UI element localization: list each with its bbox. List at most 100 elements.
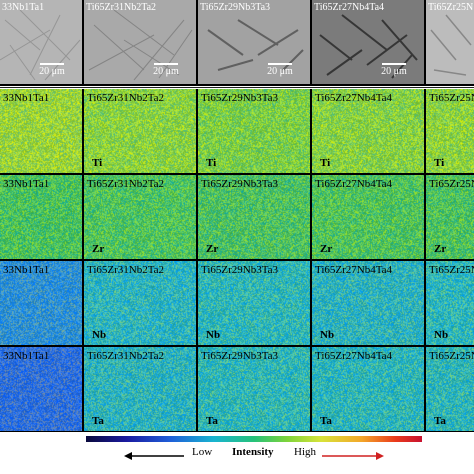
eds-map-nb: Ti65Zr29Nb3Ta3 Nb xyxy=(198,261,310,345)
eds-noise-texture xyxy=(198,347,310,431)
element-symbol: Ta xyxy=(206,415,218,427)
left-arrow-icon xyxy=(124,452,184,460)
scale-bar: 20 μm xyxy=(260,63,300,77)
eds-map-label: Ti65Zr25N xyxy=(429,92,474,104)
eds-noise-texture xyxy=(312,175,424,259)
eds-map-label: Ti65Zr31Nb2Ta2 xyxy=(87,350,165,362)
eds-map-label: Ti65Zr27Nb4Ta4 xyxy=(315,264,393,276)
sem-panel: Ti65Zr27Nb4Ta4 20 μm xyxy=(312,0,424,84)
scale-bar: 20 μm xyxy=(146,63,186,77)
eds-map-label: Ti65Zr25N xyxy=(429,178,474,190)
eds-noise-texture xyxy=(426,175,474,259)
eds-map-label: Ti65Zr27Nb4Ta4 xyxy=(315,178,393,190)
sem-texture xyxy=(312,0,424,84)
eds-noise-texture xyxy=(312,89,424,173)
eds-noise-texture xyxy=(84,347,196,431)
sem-label: Ti65Zr29Nb3Ta3 xyxy=(200,2,271,13)
eds-map-zr: Ti65Zr29Nb3Ta3 Zr xyxy=(198,175,310,259)
eds-map-ti: 33Nb1Ta1 xyxy=(0,89,82,173)
element-symbol: Nb xyxy=(320,329,335,341)
sem-label: 33Nb1Ta1 xyxy=(2,2,45,13)
eds-map-label: Ti65Zr29Nb3Ta3 xyxy=(201,178,279,190)
eds-map-ta: 33Nb1Ta1 xyxy=(0,347,82,431)
sem-panel: Ti65Zr25N xyxy=(426,0,474,84)
eds-map-label: Ti65Zr31Nb2Ta2 xyxy=(87,264,165,276)
sem-image-strip: 33Nb1Ta1 20 μm Ti65Zr31Nb2Ta2 20 μm xyxy=(0,0,474,86)
section-divider xyxy=(0,86,474,89)
eds-map-zr: Ti65Zr31Nb2Ta2 Zr xyxy=(84,175,196,259)
eds-map-nb: 33Nb1Ta1 xyxy=(0,261,82,345)
eds-map-label: 33Nb1Ta1 xyxy=(3,92,50,104)
element-symbol: Ta xyxy=(92,415,104,427)
eds-noise-texture xyxy=(198,175,310,259)
right-arrow-icon xyxy=(322,452,384,460)
sem-label: Ti65Zr31Nb2Ta2 xyxy=(86,2,157,13)
eds-map-label: Ti65Zr29Nb3Ta3 xyxy=(201,264,279,276)
eds-noise-texture xyxy=(312,261,424,345)
eds-map-label: 33Nb1Ta1 xyxy=(3,178,50,190)
intensity-label: Intensity xyxy=(232,446,274,458)
sem-label: Ti65Zr27Nb4Ta4 xyxy=(314,2,385,13)
element-symbol: Ta xyxy=(434,415,446,427)
eds-map-label: Ti65Zr31Nb2Ta2 xyxy=(87,92,165,104)
intensity-legend: Low Intensity High xyxy=(0,446,474,464)
scale-bar: 20 μm xyxy=(32,63,72,77)
eds-map-label: Ti65Zr25N xyxy=(429,264,474,276)
eds-map-label: Ti65Zr31Nb2Ta2 xyxy=(87,178,165,190)
eds-map-label: Ti65Zr27Nb4Ta4 xyxy=(315,350,393,362)
eds-map-ta: Ti65Zr31Nb2Ta2 Ta xyxy=(84,347,196,431)
element-symbol: Ti xyxy=(320,157,331,169)
element-symbol: Zr xyxy=(206,243,219,255)
eds-map-nb: Ti65Zr31Nb2Ta2 Nb xyxy=(84,261,196,345)
sem-panel: 33Nb1Ta1 20 μm xyxy=(0,0,82,84)
eds-map-ta: Ti65Zr25N Ta xyxy=(426,347,474,431)
sem-texture xyxy=(84,0,196,84)
eds-map-grid: 33Nb1Ta1 Ti65Zr31Nb2Ta2 Ti Ti65Zr29Nb3Ta3 Ti… xyxy=(0,89,474,432)
eds-map-label: Ti65Zr25N xyxy=(429,350,474,362)
eds-noise-texture xyxy=(426,261,474,345)
eds-noise-texture xyxy=(426,347,474,431)
eds-noise-texture xyxy=(0,347,82,431)
eds-noise-texture xyxy=(312,347,424,431)
low-label: Low xyxy=(192,446,213,458)
eds-map-ti: Ti65Zr27Nb4Ta4 Ti xyxy=(312,89,424,173)
sem-texture xyxy=(198,0,310,84)
element-symbol: Zr xyxy=(434,243,447,255)
high-label: High xyxy=(294,446,316,458)
intensity-colorbar xyxy=(86,436,422,442)
eds-map-label: Ti65Zr29Nb3Ta3 xyxy=(201,350,279,362)
eds-map-ta: Ti65Zr29Nb3Ta3 Ta xyxy=(198,347,310,431)
element-symbol: Zr xyxy=(320,243,333,255)
eds-map-nb: Ti65Zr27Nb4Ta4 Nb xyxy=(312,261,424,345)
eds-map-ti: Ti65Zr25N Ti xyxy=(426,89,474,173)
scale-text: 20 μm xyxy=(381,66,407,77)
eds-noise-texture xyxy=(198,261,310,345)
eds-noise-texture xyxy=(0,89,82,173)
element-symbol: Ti xyxy=(206,157,217,169)
sem-texture xyxy=(0,0,82,84)
element-symbol: Zr xyxy=(92,243,105,255)
eds-map-zr: Ti65Zr27Nb4Ta4 Zr xyxy=(312,175,424,259)
eds-noise-texture xyxy=(84,89,196,173)
sem-panel: Ti65Zr31Nb2Ta2 20 μm xyxy=(84,0,196,84)
eds-map-label: 33Nb1Ta1 xyxy=(3,350,50,362)
scale-bar: 20 μm xyxy=(374,63,414,77)
eds-map-zr: Ti65Zr25N Zr xyxy=(426,175,474,259)
scale-text: 20 μm xyxy=(267,66,293,77)
eds-map-ti: Ti65Zr29Nb3Ta3 Ti xyxy=(198,89,310,173)
eds-map-nb: Ti65Zr25N Nb xyxy=(426,261,474,345)
eds-noise-texture xyxy=(84,261,196,345)
eds-map-ta: Ti65Zr27Nb4Ta4 Ta xyxy=(312,347,424,431)
sem-panel: Ti65Zr29Nb3Ta3 20 μm xyxy=(198,0,310,84)
eds-noise-texture xyxy=(0,261,82,345)
sem-texture xyxy=(426,0,474,84)
eds-map-label: Ti65Zr27Nb4Ta4 xyxy=(315,92,393,104)
eds-map-label: 33Nb1Ta1 xyxy=(3,264,50,276)
eds-noise-texture xyxy=(426,89,474,173)
element-symbol: Ti xyxy=(92,157,103,169)
eds-map-ti: Ti65Zr31Nb2Ta2 Ti xyxy=(84,89,196,173)
sem-label: Ti65Zr25N xyxy=(428,2,474,13)
eds-noise-texture xyxy=(198,89,310,173)
element-symbol: Nb xyxy=(92,329,107,341)
